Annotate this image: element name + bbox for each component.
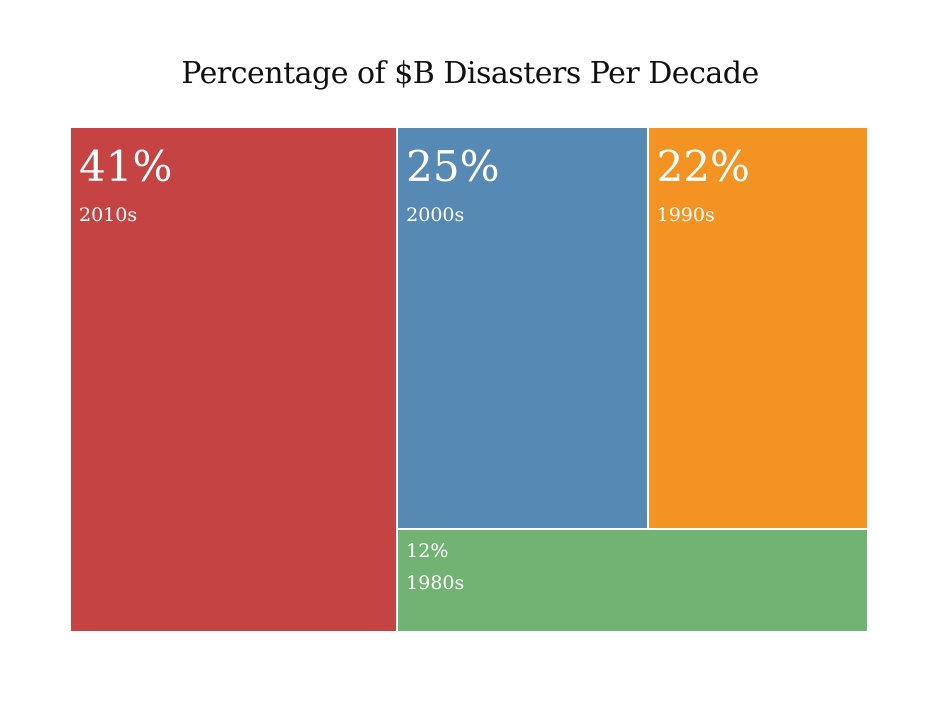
chart-title: Percentage of $B Disasters Per Decade <box>181 56 759 91</box>
treemap-tile-1980s: 12% 1980s <box>397 529 868 632</box>
tile-label: 1990s <box>656 204 715 226</box>
treemap-tile-1990s: 22% 1990s <box>647 127 868 530</box>
tile-value: 12% <box>406 540 449 563</box>
tile-value: 22% <box>656 142 750 191</box>
tile-value: 25% <box>406 142 500 191</box>
treemap-tile-2000s: 25% 2000s <box>397 127 648 530</box>
tile-value: 41% <box>79 142 173 191</box>
tile-label: 1980s <box>406 572 465 595</box>
treemap: 41% 2010s 25% 2000s 22% 1990s 12% 1980s <box>70 127 868 632</box>
tile-label: 2010s <box>79 204 138 226</box>
treemap-tile-2010s: 41% 2010s <box>70 127 398 632</box>
tile-label: 2000s <box>406 204 465 226</box>
